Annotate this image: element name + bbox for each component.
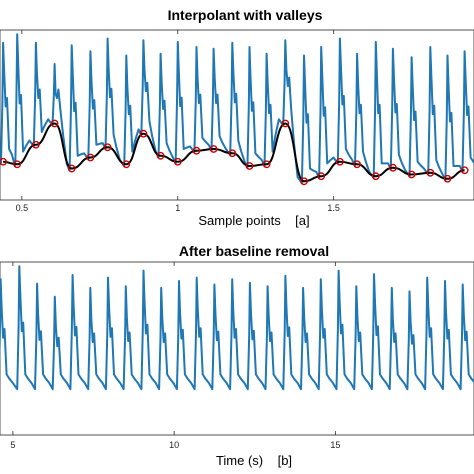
chart-title-bottom: After baseline removal: [179, 243, 329, 259]
x-axis-label-bottom: Time (s) [b]: [216, 453, 292, 468]
valley-marker: [0, 157, 8, 166]
valley-marker: [31, 140, 40, 149]
plot-area-bottom: [0, 261, 474, 436]
x-tick-label: 5: [10, 440, 15, 450]
valley-marker: [245, 162, 254, 170]
valley-marker: [50, 119, 59, 128]
valley-marker: [371, 172, 380, 181]
valley-marker: [13, 160, 22, 169]
plot-area-top: [0, 29, 474, 201]
x-axis-label-top: Sample points [a]: [198, 213, 309, 228]
valley-marker: [103, 143, 112, 152]
valley-marker: [67, 164, 76, 173]
valley-marker: [317, 172, 326, 181]
valley-marker: [173, 157, 182, 166]
valley-marker: [300, 177, 308, 186]
series-line-signal: [0, 33, 474, 184]
series-bottom: [0, 265, 474, 391]
chart-top: Interpolant with valleys 0.5 1 1.5 Sample …: [0, 7, 474, 228]
valley-marker: [139, 129, 148, 138]
valley-marker: [353, 160, 361, 169]
chart-bottom: After baseline removal 5 10 15 Time (s) [b…: [0, 243, 474, 468]
x-tick-label: 1.5: [327, 203, 340, 213]
x-tick-label: 1: [175, 203, 180, 213]
valley-marker: [336, 157, 344, 166]
valley-marker: [209, 145, 218, 153]
chart-title-top: Interpolant with valleys: [168, 7, 323, 23]
valley-marker: [228, 149, 237, 158]
x-tick-label: 0.5: [16, 203, 29, 213]
valley-marker: [460, 166, 469, 175]
x-tick-label: 15: [330, 440, 340, 450]
valley-marker: [86, 153, 95, 162]
valley-marker: [122, 160, 131, 169]
series-line-interpolant: [3, 122, 465, 183]
series-top: [0, 33, 474, 186]
valley-marker: [407, 170, 416, 179]
x-tick-label: 10: [169, 440, 179, 450]
series-line-signal: [0, 265, 474, 391]
valley-marker: [262, 160, 271, 169]
x-ticks-top: 0.5 1 1.5: [16, 30, 340, 213]
valley-marker: [443, 174, 452, 183]
valley-marker: [281, 119, 290, 128]
valley-marker: [192, 146, 201, 155]
valley-marker: [426, 168, 435, 177]
valley-marker: [156, 151, 165, 160]
valley-marker: [389, 163, 397, 172]
x-ticks-bottom: 5 10 15: [10, 262, 340, 450]
